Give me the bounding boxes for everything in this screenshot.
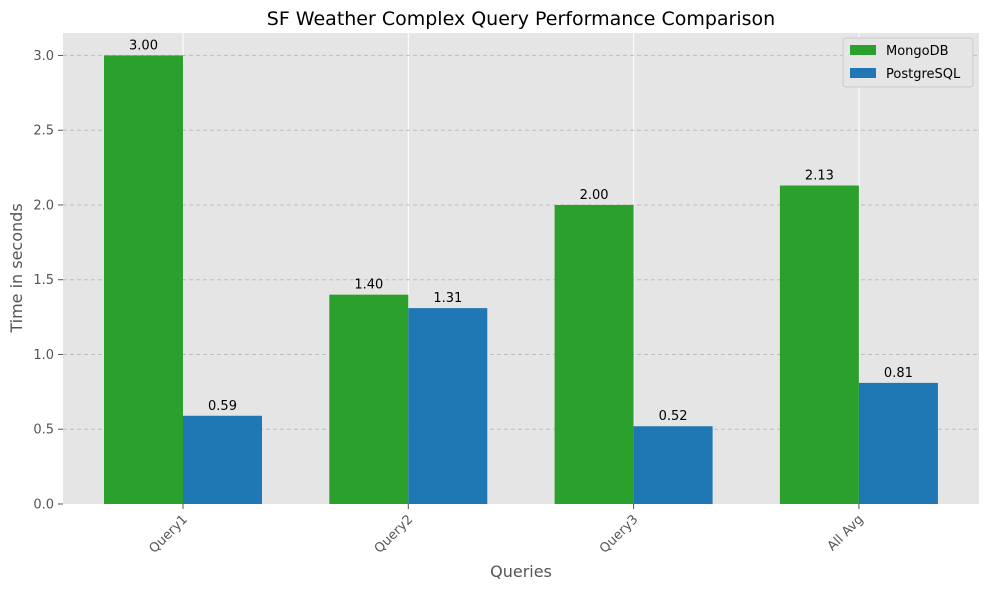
legend-label-postgresql: PostgreSQL xyxy=(886,67,961,82)
y-tick-label: 2.0 xyxy=(33,198,54,213)
data-label: 1.40 xyxy=(354,278,383,293)
x-axis: Query1 Query2 Query3 All Avg xyxy=(146,504,867,557)
data-label: 2.00 xyxy=(580,188,609,203)
bars-group xyxy=(104,55,938,505)
bar-mongodb-all-avg xyxy=(779,185,859,504)
bar-postgresql-all-avg xyxy=(858,382,938,504)
data-labels-group: 3.00 1.40 2.00 2.13 0.59 1.31 0.52 0.81 xyxy=(129,38,913,424)
x-tick-label: Query3 xyxy=(597,512,641,556)
y-tick-label: 2.5 xyxy=(33,124,54,139)
legend: MongoDB PostgreSQL xyxy=(842,37,974,88)
data-label: 0.81 xyxy=(884,366,913,381)
data-label: 2.13 xyxy=(805,169,834,184)
bar-postgresql-query3 xyxy=(633,426,713,504)
x-tick-label: All Avg xyxy=(825,512,867,554)
data-label: 3.00 xyxy=(129,38,158,53)
y-tick-label: 0.5 xyxy=(33,423,54,438)
bar-mongodb-query3 xyxy=(554,204,634,504)
y-tick-label: 3.0 xyxy=(33,49,54,64)
y-tick-label: 1.0 xyxy=(33,348,54,363)
bar-mongodb-query2 xyxy=(329,294,409,504)
x-tick-label: Query1 xyxy=(146,512,190,556)
chart-title: SF Weather Complex Query Performance Com… xyxy=(267,8,775,30)
legend-swatch-mongodb xyxy=(850,45,876,55)
x-tick-label: Query2 xyxy=(372,512,416,556)
data-label: 0.52 xyxy=(659,409,688,424)
x-axis-label: Queries xyxy=(490,562,552,581)
bar-mongodb-query1 xyxy=(104,55,183,505)
legend-label-mongodb: MongoDB xyxy=(886,44,949,59)
bar-postgresql-query2 xyxy=(408,308,488,504)
y-axis-label: Time in seconds xyxy=(7,203,26,333)
y-tick-label: 1.5 xyxy=(33,273,54,288)
bar-postgresql-query1 xyxy=(183,415,262,504)
y-axis: 0.0 0.5 1.0 1.5 2.0 2.5 3.0 xyxy=(33,49,63,513)
data-label: 0.59 xyxy=(208,399,237,414)
y-tick-label: 0.0 xyxy=(33,498,54,513)
data-label: 1.31 xyxy=(433,291,462,306)
legend-swatch-postgresql xyxy=(850,68,876,78)
